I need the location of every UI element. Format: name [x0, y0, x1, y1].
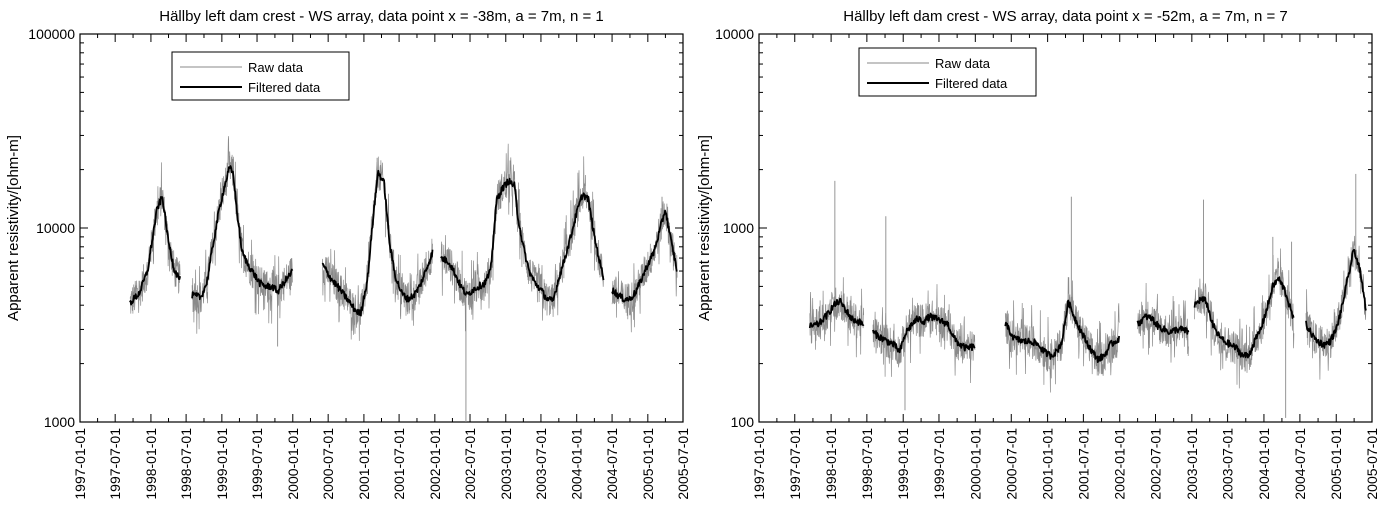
- raw-data-line: [129, 162, 181, 314]
- filtered-data-line: [321, 169, 434, 317]
- y-tick-label: 100000: [28, 26, 75, 42]
- y-tick-label: 10000: [715, 26, 754, 42]
- legend-box: [858, 47, 1037, 97]
- x-tick-label: 2004-01-01: [1256, 428, 1272, 500]
- filtered-data-line: [808, 297, 865, 329]
- filtered-data-line: [191, 165, 294, 301]
- x-tick-label: 2005-01-01: [1328, 428, 1344, 500]
- x-tick-label: 1998-01-01: [823, 428, 839, 500]
- x-tick-label: 1999-07-01: [931, 428, 947, 500]
- x-tick-label: 2000-07-01: [320, 428, 336, 500]
- filtered-data-line: [1136, 313, 1190, 336]
- x-tick-label: 1997-07-01: [787, 428, 803, 500]
- raw-data-line: [1305, 235, 1367, 380]
- x-tick-label: 1998-07-01: [178, 428, 194, 500]
- x-tick-label: 1997-01-01: [751, 428, 767, 500]
- x-tick-label: 2003-01-01: [1184, 428, 1200, 500]
- chart-right-svg: Hällby left dam crest - WS array, data p…: [696, 8, 1380, 500]
- x-tick-label: 1999-01-01: [214, 428, 230, 500]
- x-tick-label: 2002-01-01: [1112, 428, 1128, 500]
- series-raw-data: [809, 173, 1367, 418]
- legend-label-filtered: Filtered data: [248, 80, 321, 95]
- x-tick-label: 2001-01-01: [1040, 428, 1056, 500]
- x-tick-label: 2000-01-01: [285, 428, 301, 500]
- filtered-data-line: [129, 196, 181, 306]
- raw-data-line: [872, 284, 976, 384]
- x-tick-label: 2003-01-01: [498, 428, 514, 500]
- x-tick-label: 2004-01-01: [569, 428, 585, 500]
- y-tick-label: 1000: [44, 414, 75, 430]
- filtered-data-line: [611, 209, 678, 303]
- series-filtered-data: [808, 248, 1367, 364]
- legend: Raw data Filtered data: [858, 47, 1037, 97]
- series-raw-data: [129, 136, 678, 422]
- y-axis-label: Apparent resistivity/[ohm-m]: [696, 135, 713, 321]
- x-tick-label: 2005-07-01: [675, 428, 691, 500]
- raw-data-line: [191, 136, 293, 334]
- legend-label-raw: Raw data: [935, 56, 991, 71]
- x-tick-label: 1998-01-01: [143, 428, 159, 500]
- x-tick-label: 2002-01-01: [427, 428, 443, 500]
- x-tick-label: 1997-01-01: [72, 428, 88, 500]
- x-tick-label: 2004-07-01: [604, 428, 620, 500]
- filtered-data-line: [1193, 276, 1295, 359]
- x-tick-label: 2003-07-01: [533, 428, 549, 500]
- raw-data-line: [809, 277, 865, 358]
- legend-label-raw: Raw data: [248, 60, 304, 75]
- x-tick-label: 2001-01-01: [356, 428, 372, 500]
- x-tick-label: 2000-01-01: [967, 428, 983, 500]
- x-tick-label: 2003-07-01: [1220, 428, 1236, 500]
- y-tick-label: 10000: [36, 220, 75, 236]
- chart-title: Hällby left dam crest - WS array, data p…: [843, 8, 1288, 25]
- y-tick-label: 100: [731, 414, 755, 430]
- x-tick-label: 2002-07-01: [462, 428, 478, 500]
- x-tick-label: 2001-07-01: [391, 428, 407, 500]
- x-tick-label: 2000-07-01: [1003, 428, 1019, 500]
- legend-box: [171, 51, 350, 101]
- filtered-data-line: [440, 177, 605, 302]
- legend-label-filtered: Filtered data: [935, 76, 1008, 91]
- y-tick-label: 1000: [723, 220, 754, 236]
- series-filtered-data: [129, 165, 678, 317]
- filtered-data-line: [872, 312, 976, 354]
- chart-panel-left: Hällby left dam crest - WS array, data p…: [0, 0, 692, 521]
- x-tick-label: 1999-01-01: [895, 428, 911, 500]
- x-tick-label: 1999-07-01: [249, 428, 265, 500]
- chart-title: Hällby left dam crest - WS array, data p…: [159, 8, 604, 25]
- x-tick-label: 2004-07-01: [1292, 428, 1308, 500]
- x-tick-label: 1998-07-01: [859, 428, 875, 500]
- raw-data-line: [440, 143, 605, 332]
- legend: Raw data Filtered data: [171, 51, 350, 101]
- plot-frame: [758, 33, 1373, 423]
- x-tick-label: 2005-07-01: [1364, 428, 1380, 500]
- filtered-data-line: [1004, 299, 1120, 364]
- x-tick-label: 2001-07-01: [1075, 428, 1091, 500]
- chart-left-svg: Hällby left dam crest - WS array, data p…: [5, 8, 691, 500]
- x-tick-label: 1997-07-01: [107, 428, 123, 500]
- filtered-data-line: [1305, 248, 1367, 349]
- x-tick-label: 2005-01-01: [640, 428, 656, 500]
- x-tick-label: 2002-07-01: [1147, 428, 1163, 500]
- y-axis-label: Apparent resistivity/[ohm-m]: [5, 135, 22, 321]
- chart-panel-right: Hällby left dam crest - WS array, data p…: [692, 0, 1385, 521]
- raw-data-line: [1137, 282, 1189, 363]
